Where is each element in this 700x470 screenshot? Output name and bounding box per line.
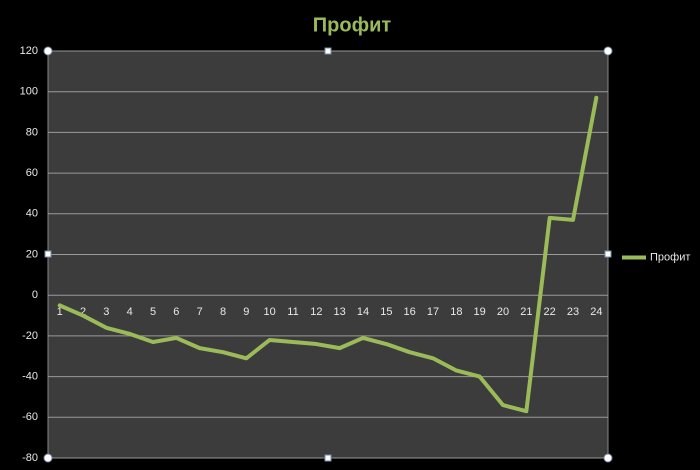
handle[interactable] <box>324 454 332 462</box>
x-tick-label: 7 <box>197 306 203 318</box>
y-tick-label: -40 <box>22 371 38 383</box>
y-tick-label: 20 <box>26 248 38 260</box>
handle[interactable] <box>603 453 613 463</box>
x-tick-label: 4 <box>127 306 133 318</box>
x-tick-label: 3 <box>103 306 109 318</box>
y-tick-label: 0 <box>32 289 38 301</box>
x-tick-label: 13 <box>334 306 346 318</box>
y-tick-label: 80 <box>26 126 38 138</box>
y-tick-label: -80 <box>22 452 38 464</box>
x-tick-label: 6 <box>173 306 179 318</box>
legend-label: Профит <box>650 251 690 263</box>
x-tick-label: 10 <box>264 306 276 318</box>
x-tick-label: 2 <box>80 306 86 318</box>
y-tick-label: 40 <box>26 208 38 220</box>
x-tick-label: 18 <box>450 306 462 318</box>
x-tick-label: 20 <box>497 306 509 318</box>
x-tick-label: 16 <box>404 306 416 318</box>
chart-title: Профит <box>313 14 392 36</box>
y-tick-label: -60 <box>22 411 38 423</box>
selection-handles <box>43 46 613 463</box>
handle[interactable] <box>604 250 612 258</box>
handle[interactable] <box>44 250 52 258</box>
x-tick-label: 1 <box>57 306 63 318</box>
x-tick-label: 23 <box>567 306 579 318</box>
x-tick-label: 8 <box>220 306 226 318</box>
y-tick-label: 120 <box>20 45 38 57</box>
x-tick-label: 24 <box>590 306 602 318</box>
x-tick-label: 5 <box>150 306 156 318</box>
x-tick-label: 12 <box>310 306 322 318</box>
y-tick-label: -20 <box>22 330 38 342</box>
handle[interactable] <box>43 453 53 463</box>
y-tick-label: 60 <box>26 167 38 179</box>
handle[interactable] <box>43 46 53 56</box>
y-tick-label: 100 <box>20 86 38 98</box>
x-tick-label: 14 <box>357 306 369 318</box>
line-series <box>57 95 599 414</box>
x-tick-label: 17 <box>427 306 439 318</box>
x-tick-label: 21 <box>520 306 532 318</box>
x-tick-label: 15 <box>380 306 392 318</box>
x-tick-label: 11 <box>287 306 298 318</box>
x-tick-label: 19 <box>474 306 486 318</box>
x-tick-label: 9 <box>243 306 249 318</box>
handle[interactable] <box>603 46 613 56</box>
handle[interactable] <box>324 47 332 55</box>
x-tick-label: 22 <box>544 306 556 318</box>
